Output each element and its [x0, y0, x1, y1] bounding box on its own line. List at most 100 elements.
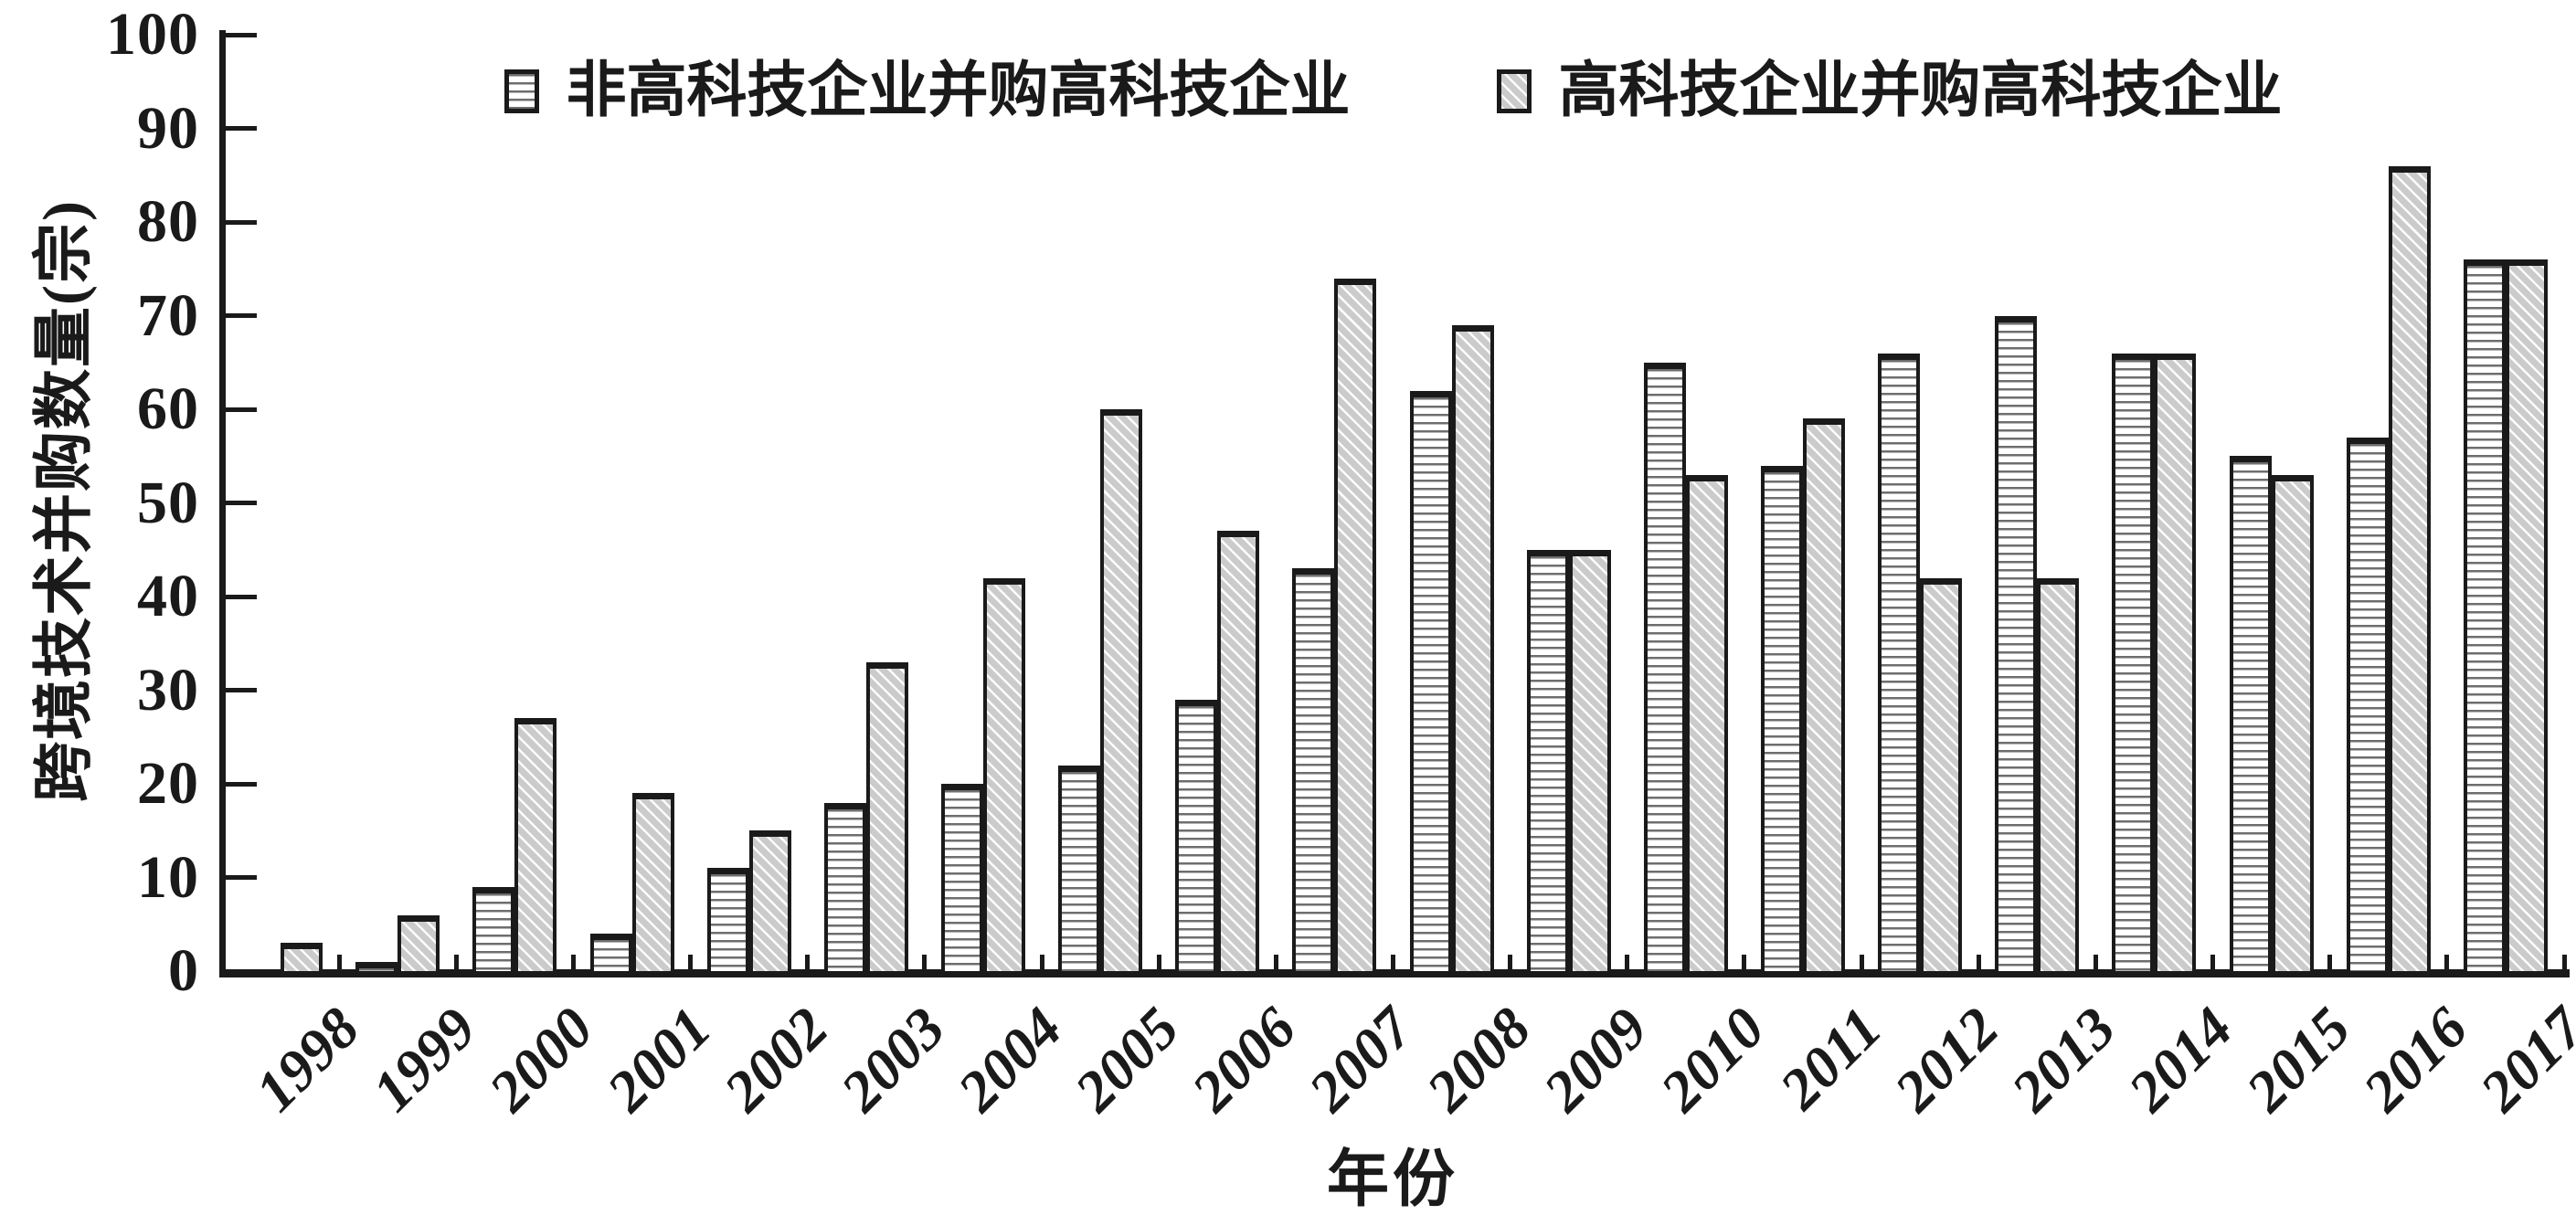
bar-2000-diagonal-hatch [514, 718, 557, 971]
legend-item-hightech: 高科技企业并购高科技企业 [1496, 58, 2283, 124]
x-tick [2093, 955, 2098, 971]
legend-label: 非高科技企业并购高科技企业 [566, 58, 1351, 124]
bar-2010-horizontal-stripes [1643, 362, 1686, 971]
bar-2001-horizontal-stripes [589, 934, 632, 971]
x-tick [1859, 955, 1864, 971]
bar-2015-horizontal-stripes [2229, 456, 2272, 971]
x-tick-label-2011: 2011 [1767, 995, 1894, 1122]
x-tick [1391, 955, 1395, 971]
x-tick [1273, 955, 1278, 971]
x-tick-label-2009: 2009 [1531, 995, 1660, 1124]
y-tick-label: 80 [137, 188, 199, 255]
x-tick [453, 955, 459, 971]
x-tick-label-2002: 2002 [711, 995, 841, 1124]
x-tick-label-2013: 2013 [1998, 995, 2128, 1124]
bar-2017-horizontal-stripes [2463, 259, 2506, 971]
bar-1999-horizontal-stripes [355, 961, 398, 971]
y-tick [226, 126, 257, 131]
y-tick-label: 40 [137, 563, 199, 629]
bar-2013-diagonal-hatch [2037, 577, 2080, 971]
bar-2006-horizontal-stripes [1175, 699, 1218, 971]
bar-2014-horizontal-stripes [2112, 353, 2155, 971]
y-tick [226, 875, 257, 880]
y-tick [226, 407, 257, 412]
legend: 非高科技企业并购高科技企业 高科技企业并购高科技企业 [222, 58, 2564, 124]
horizontal-stripes-swatch-icon [504, 69, 539, 113]
bar-2012-horizontal-stripes [1878, 353, 1921, 971]
bar-2014-diagonal-hatch [2154, 353, 2197, 971]
x-axis-line [219, 969, 2570, 977]
x-tick [1508, 955, 1513, 971]
x-tick-label-2016: 2016 [2350, 995, 2480, 1124]
y-tick-label: 10 [137, 843, 199, 911]
x-tick-label-2007: 2007 [1297, 995, 1426, 1124]
x-tick [2561, 955, 2567, 971]
bar-2003-horizontal-stripes [823, 802, 866, 971]
bar-2006-diagonal-hatch [1217, 531, 1260, 971]
x-tick [1742, 955, 1747, 971]
x-tick-label-2000: 2000 [477, 995, 606, 1124]
bar-2002-diagonal-hatch [748, 830, 791, 971]
y-tick-label: 0 [168, 937, 199, 1004]
x-tick-label-2004: 2004 [945, 995, 1075, 1124]
bar-2007-horizontal-stripes [1292, 568, 1335, 971]
x-tick-label-2006: 2006 [1179, 995, 1309, 1124]
x-tick-label-1999: 1999 [359, 995, 489, 1124]
x-tick [1039, 955, 1044, 971]
x-tick-label-2010: 2010 [1648, 995, 1777, 1124]
bar-2012-diagonal-hatch [1920, 577, 1963, 971]
bar-1998-diagonal-hatch [281, 943, 323, 971]
x-tick-label-2015: 2015 [2233, 995, 2363, 1124]
bar-2001-diagonal-hatch [631, 793, 674, 971]
y-tick-label: 30 [137, 656, 199, 724]
y-tick-label: 60 [137, 375, 199, 442]
legend-item-non-hightech: 非高科技企业并购高科技企业 [504, 58, 1351, 124]
y-tick [226, 688, 257, 692]
bar-2009-diagonal-hatch [1568, 549, 1611, 971]
bar-2000-horizontal-stripes [472, 886, 515, 971]
x-tick [2327, 955, 2333, 971]
x-tick [805, 955, 811, 971]
bar-2008-horizontal-stripes [1409, 390, 1452, 971]
bar-2002-horizontal-stripes [706, 868, 749, 971]
x-tick [2444, 955, 2450, 971]
x-tick [1625, 955, 1630, 971]
y-tick-label: 20 [137, 750, 199, 817]
x-tick-label-2005: 2005 [1062, 995, 1192, 1124]
bar-2008-diagonal-hatch [1451, 324, 1494, 971]
y-tick-label: 50 [137, 469, 199, 536]
bar-2005-diagonal-hatch [1100, 409, 1143, 971]
bar-2005-horizontal-stripes [1058, 765, 1101, 971]
y-tick [226, 32, 257, 37]
x-tick [2210, 955, 2216, 971]
x-tick [1976, 955, 1981, 971]
x-tick [1156, 955, 1161, 971]
x-tick-label-2017: 2017 [2467, 995, 2576, 1124]
x-tick [336, 955, 342, 971]
x-tick [922, 955, 928, 971]
y-tick-label: 90 [137, 94, 199, 162]
x-tick [688, 955, 694, 971]
y-tick [226, 501, 257, 505]
bar-2004-horizontal-stripes [940, 784, 983, 971]
bar-2013-horizontal-stripes [1995, 315, 2038, 971]
diagonal-hatch-swatch-icon [1496, 69, 1532, 113]
x-tick-label-2003: 2003 [828, 995, 958, 1124]
y-tick-label: 100 [106, 1, 199, 68]
bar-2016-horizontal-stripes [2346, 437, 2389, 971]
x-tick-label-2008: 2008 [1414, 995, 1542, 1124]
bar-2003-diagonal-hatch [865, 661, 908, 971]
bar-2011-horizontal-stripes [1761, 465, 1804, 971]
x-tick-label-2012: 2012 [1882, 995, 2011, 1124]
bar-2011-diagonal-hatch [1803, 418, 1846, 971]
bar-2017-diagonal-hatch [2505, 259, 2548, 971]
legend-label: 高科技企业并购高科技企业 [1558, 58, 2283, 124]
y-tick [226, 781, 257, 787]
y-tick [226, 219, 257, 225]
x-axis-title: 年份 [1326, 1145, 1459, 1214]
y-tick [226, 594, 257, 599]
bar-2016-diagonal-hatch [2388, 165, 2431, 971]
bar-2010-diagonal-hatch [1685, 474, 1728, 971]
y-tick-label: 70 [137, 281, 199, 349]
